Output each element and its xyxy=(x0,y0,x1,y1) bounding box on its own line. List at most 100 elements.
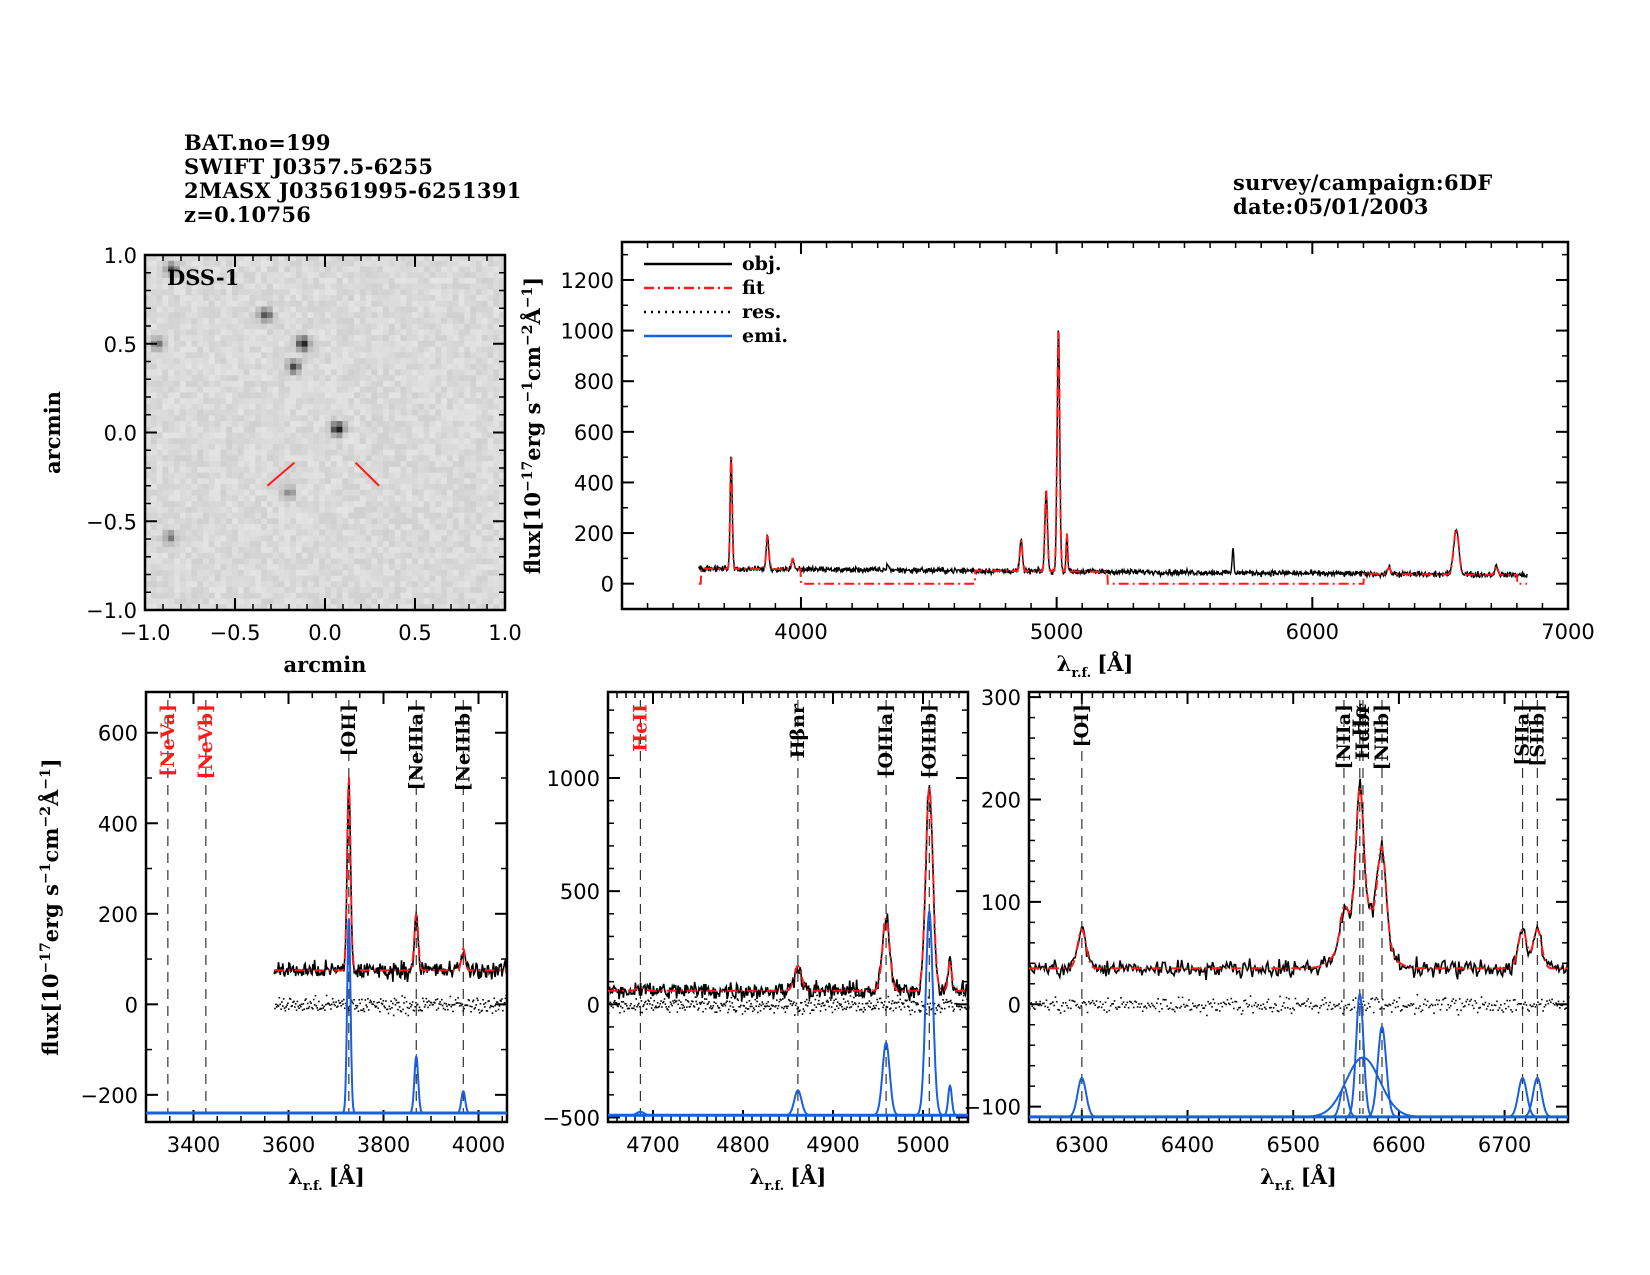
residual-point xyxy=(864,1008,866,1011)
residual-point xyxy=(788,999,791,1002)
line-label: Hαbr xyxy=(1352,703,1374,760)
residual-point xyxy=(453,1004,455,1006)
residual-point xyxy=(325,994,328,997)
residual-point xyxy=(796,1007,799,1010)
residual-point xyxy=(754,998,757,1001)
residual-point xyxy=(422,1000,425,1003)
residual-point xyxy=(740,1004,742,1007)
residual-point xyxy=(440,1003,442,1006)
residual-point xyxy=(1451,1000,1453,1003)
residual-point xyxy=(466,1004,469,1007)
residual-point xyxy=(1333,1003,1335,1006)
residual-point xyxy=(1301,1003,1303,1005)
residual-point xyxy=(1134,1000,1136,1003)
residual-point xyxy=(913,1001,915,1003)
residual-point xyxy=(1502,1011,1505,1013)
residual-point xyxy=(1100,1006,1103,1009)
residual-point xyxy=(672,1000,674,1002)
residual-point xyxy=(485,1009,488,1012)
residual-point xyxy=(929,1002,932,1005)
residual-point xyxy=(1234,1000,1236,1003)
residual-point xyxy=(630,1002,632,1005)
residual-point xyxy=(334,1004,337,1007)
residual-point xyxy=(648,1000,650,1003)
residual-point xyxy=(668,1006,670,1008)
residual-point xyxy=(1379,1008,1381,1010)
residual-point xyxy=(1129,1000,1131,1003)
residual-point xyxy=(917,1003,920,1006)
residual-point xyxy=(1163,999,1166,1001)
residual-point xyxy=(448,1004,451,1006)
residual-point xyxy=(828,1005,830,1008)
residual-point xyxy=(1449,1004,1452,1007)
residual-point xyxy=(498,1005,501,1007)
residual-point xyxy=(444,1008,447,1011)
residual-point xyxy=(1460,1009,1462,1012)
residual-point xyxy=(1199,1010,1202,1013)
residual-point xyxy=(450,1005,453,1008)
residual-point xyxy=(378,1001,380,1004)
image-panel: −1.0 −0.5 0.0 0.5 1.0 −1.0 −0.5 0.0 0.5 1.0 DSS-1 a… xyxy=(40,244,522,677)
residual-point xyxy=(1417,1007,1420,1010)
residual-point xyxy=(838,1003,841,1005)
residual-point xyxy=(1458,998,1461,1000)
residual-point xyxy=(410,1003,413,1006)
residual-point xyxy=(425,997,428,1000)
residual-point xyxy=(759,1009,762,1012)
residual-point xyxy=(1553,1003,1556,1006)
residual-point xyxy=(753,1008,756,1011)
residual-point xyxy=(825,1000,828,1003)
residual-point xyxy=(1310,1002,1312,1004)
residual-point xyxy=(352,1002,355,1005)
y-tick-label: 500 xyxy=(560,880,600,904)
residual-point xyxy=(1277,1010,1280,1013)
line-label: Hα xyxy=(1349,704,1371,737)
residual-point xyxy=(893,1002,896,1004)
residual-point xyxy=(318,1000,320,1003)
line-label: [OII] xyxy=(338,704,360,756)
residual-point xyxy=(1257,1004,1260,1006)
residual-point xyxy=(1064,1001,1067,1004)
residual-point xyxy=(1534,1006,1537,1008)
residual-point xyxy=(1529,1004,1532,1006)
residual-point xyxy=(1148,1004,1150,1007)
residual-point xyxy=(414,1005,416,1008)
residual-point xyxy=(802,1008,805,1010)
residual-point xyxy=(1407,1004,1410,1006)
residual-point xyxy=(1362,1000,1365,1003)
residual-point xyxy=(1188,999,1190,1001)
residual-point xyxy=(306,1007,308,1010)
residual-point xyxy=(336,1006,338,1008)
residual-point xyxy=(1079,1007,1081,1009)
residual-point xyxy=(447,1003,450,1006)
residual-point xyxy=(1506,999,1508,1002)
residual-point xyxy=(898,1006,901,1008)
bat-number: BAT.no=199 xyxy=(184,130,331,155)
residual-point xyxy=(388,1005,391,1008)
x-tick-label: 6400 xyxy=(1161,1133,1214,1157)
residual-point xyxy=(746,1008,749,1010)
y-tick-label: 0.5 xyxy=(104,333,137,357)
residual-point xyxy=(1130,1001,1132,1004)
residual-point xyxy=(876,998,878,1001)
residual-point xyxy=(435,1009,438,1011)
residual-point xyxy=(1218,1010,1221,1012)
residual-point xyxy=(337,999,340,1002)
residual-point xyxy=(319,1007,322,1010)
residual-point xyxy=(634,1008,637,1011)
residual-point xyxy=(943,1002,945,1004)
residual-point xyxy=(668,1011,671,1014)
residual-point xyxy=(1195,1006,1198,1009)
residual-point xyxy=(752,1007,755,1009)
residual-point xyxy=(1394,1006,1397,1009)
residual-point xyxy=(330,1008,332,1010)
residual-point xyxy=(428,1004,431,1007)
residual-point xyxy=(1289,1008,1292,1010)
residual-point xyxy=(462,1010,465,1012)
residual-point xyxy=(1272,1007,1275,1009)
residual-point xyxy=(1515,1009,1517,1011)
residual-point xyxy=(1162,998,1165,1001)
residual-point xyxy=(1312,1005,1315,1008)
residual-point xyxy=(289,998,292,1000)
residual-point xyxy=(629,1004,632,1007)
